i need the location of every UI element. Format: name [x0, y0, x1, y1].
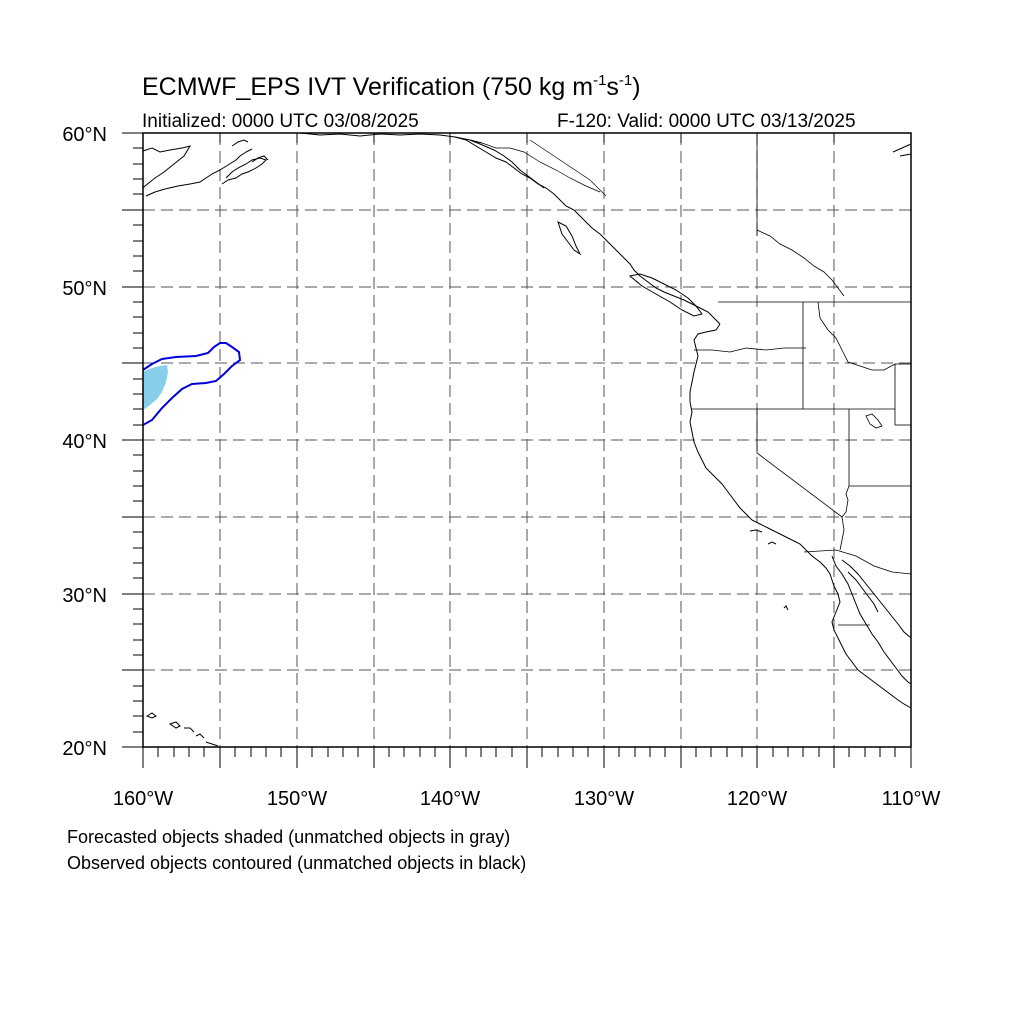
- lat-label-60: 60°N: [62, 124, 107, 146]
- title-suffix: ): [632, 73, 641, 101]
- initialized-time: Initialized: 0000 UTC 03/08/2025: [142, 111, 419, 132]
- lat-label-30: 30°N: [62, 585, 107, 607]
- title-exp2: -1: [618, 72, 633, 89]
- note-observed: Observed objects contoured (unmatched ob…: [67, 853, 527, 873]
- forecast-object: [143, 365, 168, 410]
- lat-label-20: 20°N: [62, 738, 107, 760]
- coastlines: [142, 132, 912, 747]
- lon-label-120w: 120°W: [727, 788, 787, 810]
- lon-label-110w: 110°W: [882, 788, 941, 810]
- observed-object-contour: [142, 342, 242, 426]
- grid-lines: [143, 133, 911, 747]
- lat-label-50: 50°N: [62, 278, 107, 300]
- map-title: ECMWF_EPS IVT Verification (750 kg m-1s-…: [142, 72, 641, 102]
- title-prefix: ECMWF_EPS IVT Verification (750 kg m: [142, 73, 594, 101]
- lon-labels: 160°W 150°W 140°W 130°W 120°W 110°W: [113, 788, 941, 810]
- valid-time: F-120: Valid: 0000 UTC 03/13/2025: [557, 111, 856, 132]
- lon-label-160w: 160°W: [113, 788, 173, 810]
- lat-labels: 20°N 30°N 40°N 50°N 60°N: [62, 124, 107, 760]
- lat-label-40: 40°N: [62, 431, 107, 453]
- lon-label-130w: 130°W: [574, 788, 634, 810]
- note-forecast: Forecasted objects shaded (unmatched obj…: [67, 827, 511, 847]
- tick-marks: [122, 132, 912, 768]
- title-mid: s: [606, 73, 619, 101]
- lon-label-150w: 150°W: [267, 788, 327, 810]
- political-boundaries: [692, 133, 912, 626]
- title-exp1: -1: [593, 72, 607, 89]
- lon-label-140w: 140°W: [420, 788, 480, 810]
